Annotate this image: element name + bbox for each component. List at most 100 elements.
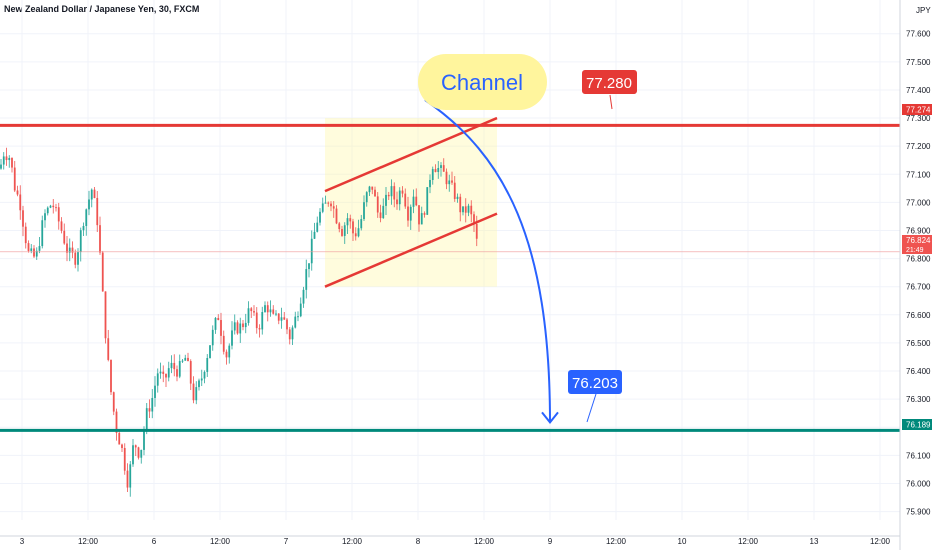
candle-body (305, 269, 308, 290)
candle-body (379, 212, 382, 219)
candle-body (170, 362, 173, 369)
time-tick-label: 12:00 (738, 537, 759, 546)
candle-body (195, 387, 198, 401)
candle-body (60, 221, 63, 231)
resistance-callout-text: 77.280 (586, 75, 632, 92)
candle-body (115, 411, 118, 433)
candle-body (222, 335, 225, 352)
candle-body (101, 252, 104, 292)
candle-body (269, 309, 272, 313)
price-tick-label: 76.000 (906, 479, 931, 488)
candle-body (299, 303, 302, 317)
candle-body (162, 371, 165, 374)
candle-body (264, 305, 266, 313)
candle-body (145, 408, 148, 430)
candle-body (363, 202, 365, 220)
candle-body (404, 193, 407, 207)
resistance-price-text: 77.274 (906, 106, 931, 115)
target-callout: 76.203 (568, 370, 622, 423)
candle-body (214, 317, 217, 330)
price-tick-label: 77.000 (906, 198, 931, 207)
candle-body (294, 316, 297, 328)
candle-body (44, 213, 46, 221)
candle-body (90, 189, 93, 200)
candle-body (390, 186, 393, 197)
time-tick-label: 12:00 (606, 537, 627, 546)
candle-body (338, 223, 341, 230)
price-tick-label: 77.300 (906, 114, 931, 123)
candle-body (77, 252, 79, 265)
candle-body (66, 243, 68, 253)
candle-body (396, 199, 398, 205)
time-tick-label: 8 (416, 537, 421, 546)
candle-body (239, 323, 242, 334)
candle-body (341, 229, 343, 236)
resistance-price-tag: 77.274 (902, 104, 932, 115)
candle-body (302, 289, 305, 304)
candle-body (189, 361, 192, 384)
candle-body (63, 230, 66, 244)
price-tick-label: 76.300 (906, 395, 931, 404)
candle-body (233, 322, 236, 331)
candle-body (2, 156, 5, 165)
time-tick-label: 12:00 (474, 537, 495, 546)
candle-body (203, 371, 206, 379)
candle-body (335, 208, 338, 224)
candle-body (134, 445, 137, 448)
candle-body (343, 225, 346, 236)
candle-body (19, 194, 22, 211)
candle-body (118, 432, 121, 445)
candle-body (462, 206, 464, 213)
projection-arrow[interactable] (424, 99, 559, 425)
time-axis[interactable]: 3 12:00 6 12:00 7 12:00 8 12:00 9 12:00 10 12:00 13 1… (0, 535, 900, 546)
candle-body (418, 205, 420, 225)
candle-body (52, 205, 55, 208)
price-tick-label: 77.100 (906, 170, 931, 179)
candle-body (173, 362, 176, 370)
price-axis[interactable]: 77.600 77.500 77.400 77.300 77.200 77.100 77.0… (899, 0, 931, 550)
time-tick-label: 12:00 (342, 537, 363, 546)
candle-body (99, 225, 101, 253)
candle-body (123, 447, 126, 471)
price-tick-label: 77.600 (906, 30, 931, 39)
candle-body (85, 209, 88, 226)
candle-body (217, 317, 220, 321)
channel-highlight (325, 118, 497, 287)
candle-body (112, 392, 115, 412)
candle-body (319, 211, 321, 223)
candle-body (57, 207, 60, 222)
channel-upper-line[interactable] (324, 116, 498, 193)
candle-body (165, 373, 167, 378)
candle-body (456, 196, 459, 199)
candle-body (308, 263, 310, 270)
candle-body (38, 246, 41, 251)
candle-body (382, 205, 385, 219)
candle-body (225, 351, 228, 358)
candle-body (192, 383, 195, 401)
price-tick-label: 77.500 (906, 58, 931, 67)
time-tick-label: 12:00 (78, 537, 99, 546)
candle-body (453, 182, 456, 199)
candle-body (137, 447, 140, 458)
candle-body (387, 194, 390, 197)
candle-body (228, 345, 231, 358)
candle-body (291, 327, 294, 340)
channel-lower-line[interactable] (324, 212, 498, 288)
candle-body (82, 225, 85, 231)
candle-body (198, 380, 200, 388)
candle-body (244, 322, 247, 328)
price-tick-label: 76.500 (906, 339, 931, 348)
candle-body (360, 219, 363, 229)
candle-body (148, 408, 151, 412)
candle-body (401, 190, 404, 194)
candle-body (280, 317, 283, 321)
candle-body (247, 308, 250, 323)
candle-body (253, 311, 255, 313)
candle-body (143, 429, 145, 450)
candle-body (467, 205, 470, 213)
candle-body (316, 222, 319, 232)
time-tick-label: 13 (810, 537, 819, 546)
candle-body (159, 371, 162, 374)
candle-body (13, 167, 16, 191)
